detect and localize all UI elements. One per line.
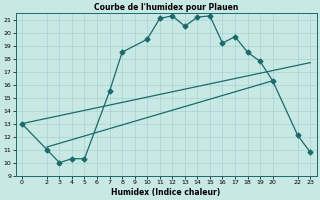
Title: Courbe de l'humidex pour Plauen: Courbe de l'humidex pour Plauen xyxy=(94,3,238,12)
X-axis label: Humidex (Indice chaleur): Humidex (Indice chaleur) xyxy=(111,188,221,197)
